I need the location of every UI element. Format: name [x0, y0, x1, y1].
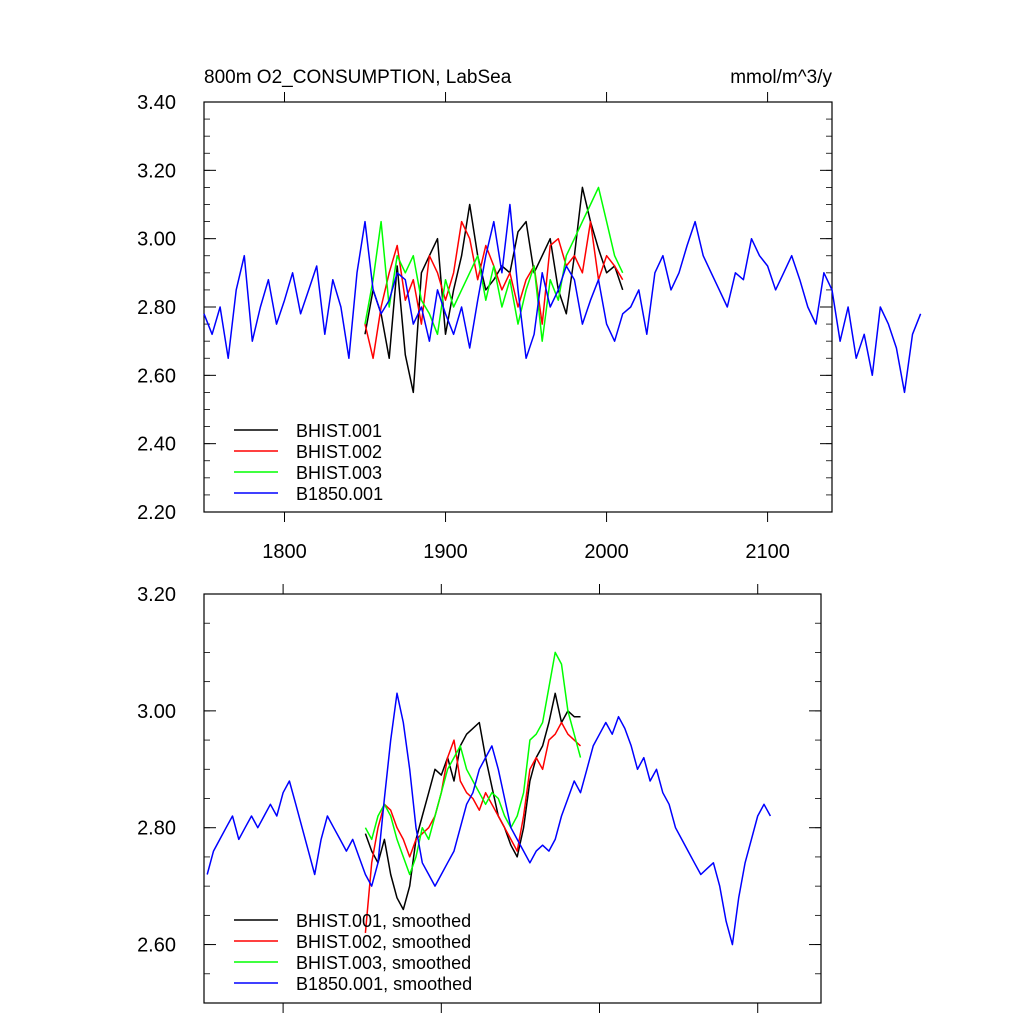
x-tick-label: 2100 [745, 541, 790, 563]
legend-label: BHIST.002 [296, 442, 382, 462]
y-tick-label: 3.00 [137, 229, 176, 251]
legend-label: B1850.001 [296, 484, 383, 504]
series-line [364, 692, 581, 911]
series-line [364, 186, 624, 342]
series-line [364, 651, 582, 876]
y-tick-label: 3.40 [137, 92, 176, 114]
y-tick-label: 3.20 [137, 160, 176, 182]
x-tick-label: 1900 [423, 541, 468, 563]
legend-label: BHIST.002, smoothed [296, 932, 471, 952]
y-tick-label: 2.80 [137, 297, 176, 319]
x-tick-label: 2000 [584, 541, 629, 563]
legend-label: BHIST.003 [296, 463, 382, 483]
series-line [364, 721, 582, 933]
legend-label: BHIST.003, smoothed [296, 953, 471, 973]
y-tick-label: 2.80 [137, 818, 176, 840]
y-tick-label: 2.60 [137, 365, 176, 387]
legend-label: BHIST.001 [296, 421, 382, 441]
y-tick-label: 3.20 [137, 584, 176, 606]
chart-title: 800m O2_CONSUMPTION, LabSea [204, 67, 512, 88]
legend-label: B1850.001, smoothed [296, 974, 472, 994]
top-panel: 2.20 2.40 2.60 2.80 3.00 3.20 3.40 1800 1900 2000… [137, 92, 922, 563]
y-tick-label: 3.00 [137, 701, 176, 723]
series-line [203, 203, 922, 394]
x-tick-label: 1800 [262, 541, 307, 563]
series-line [364, 186, 624, 394]
y-tick-label: 2.40 [137, 434, 176, 456]
chart-units: mmol/m^3/y [730, 67, 832, 88]
legend-label: BHIST.001, smoothed [296, 911, 471, 931]
y-tick-label: 2.60 [137, 935, 176, 957]
y-tick-label: 2.20 [137, 502, 176, 524]
series-line [206, 692, 772, 946]
